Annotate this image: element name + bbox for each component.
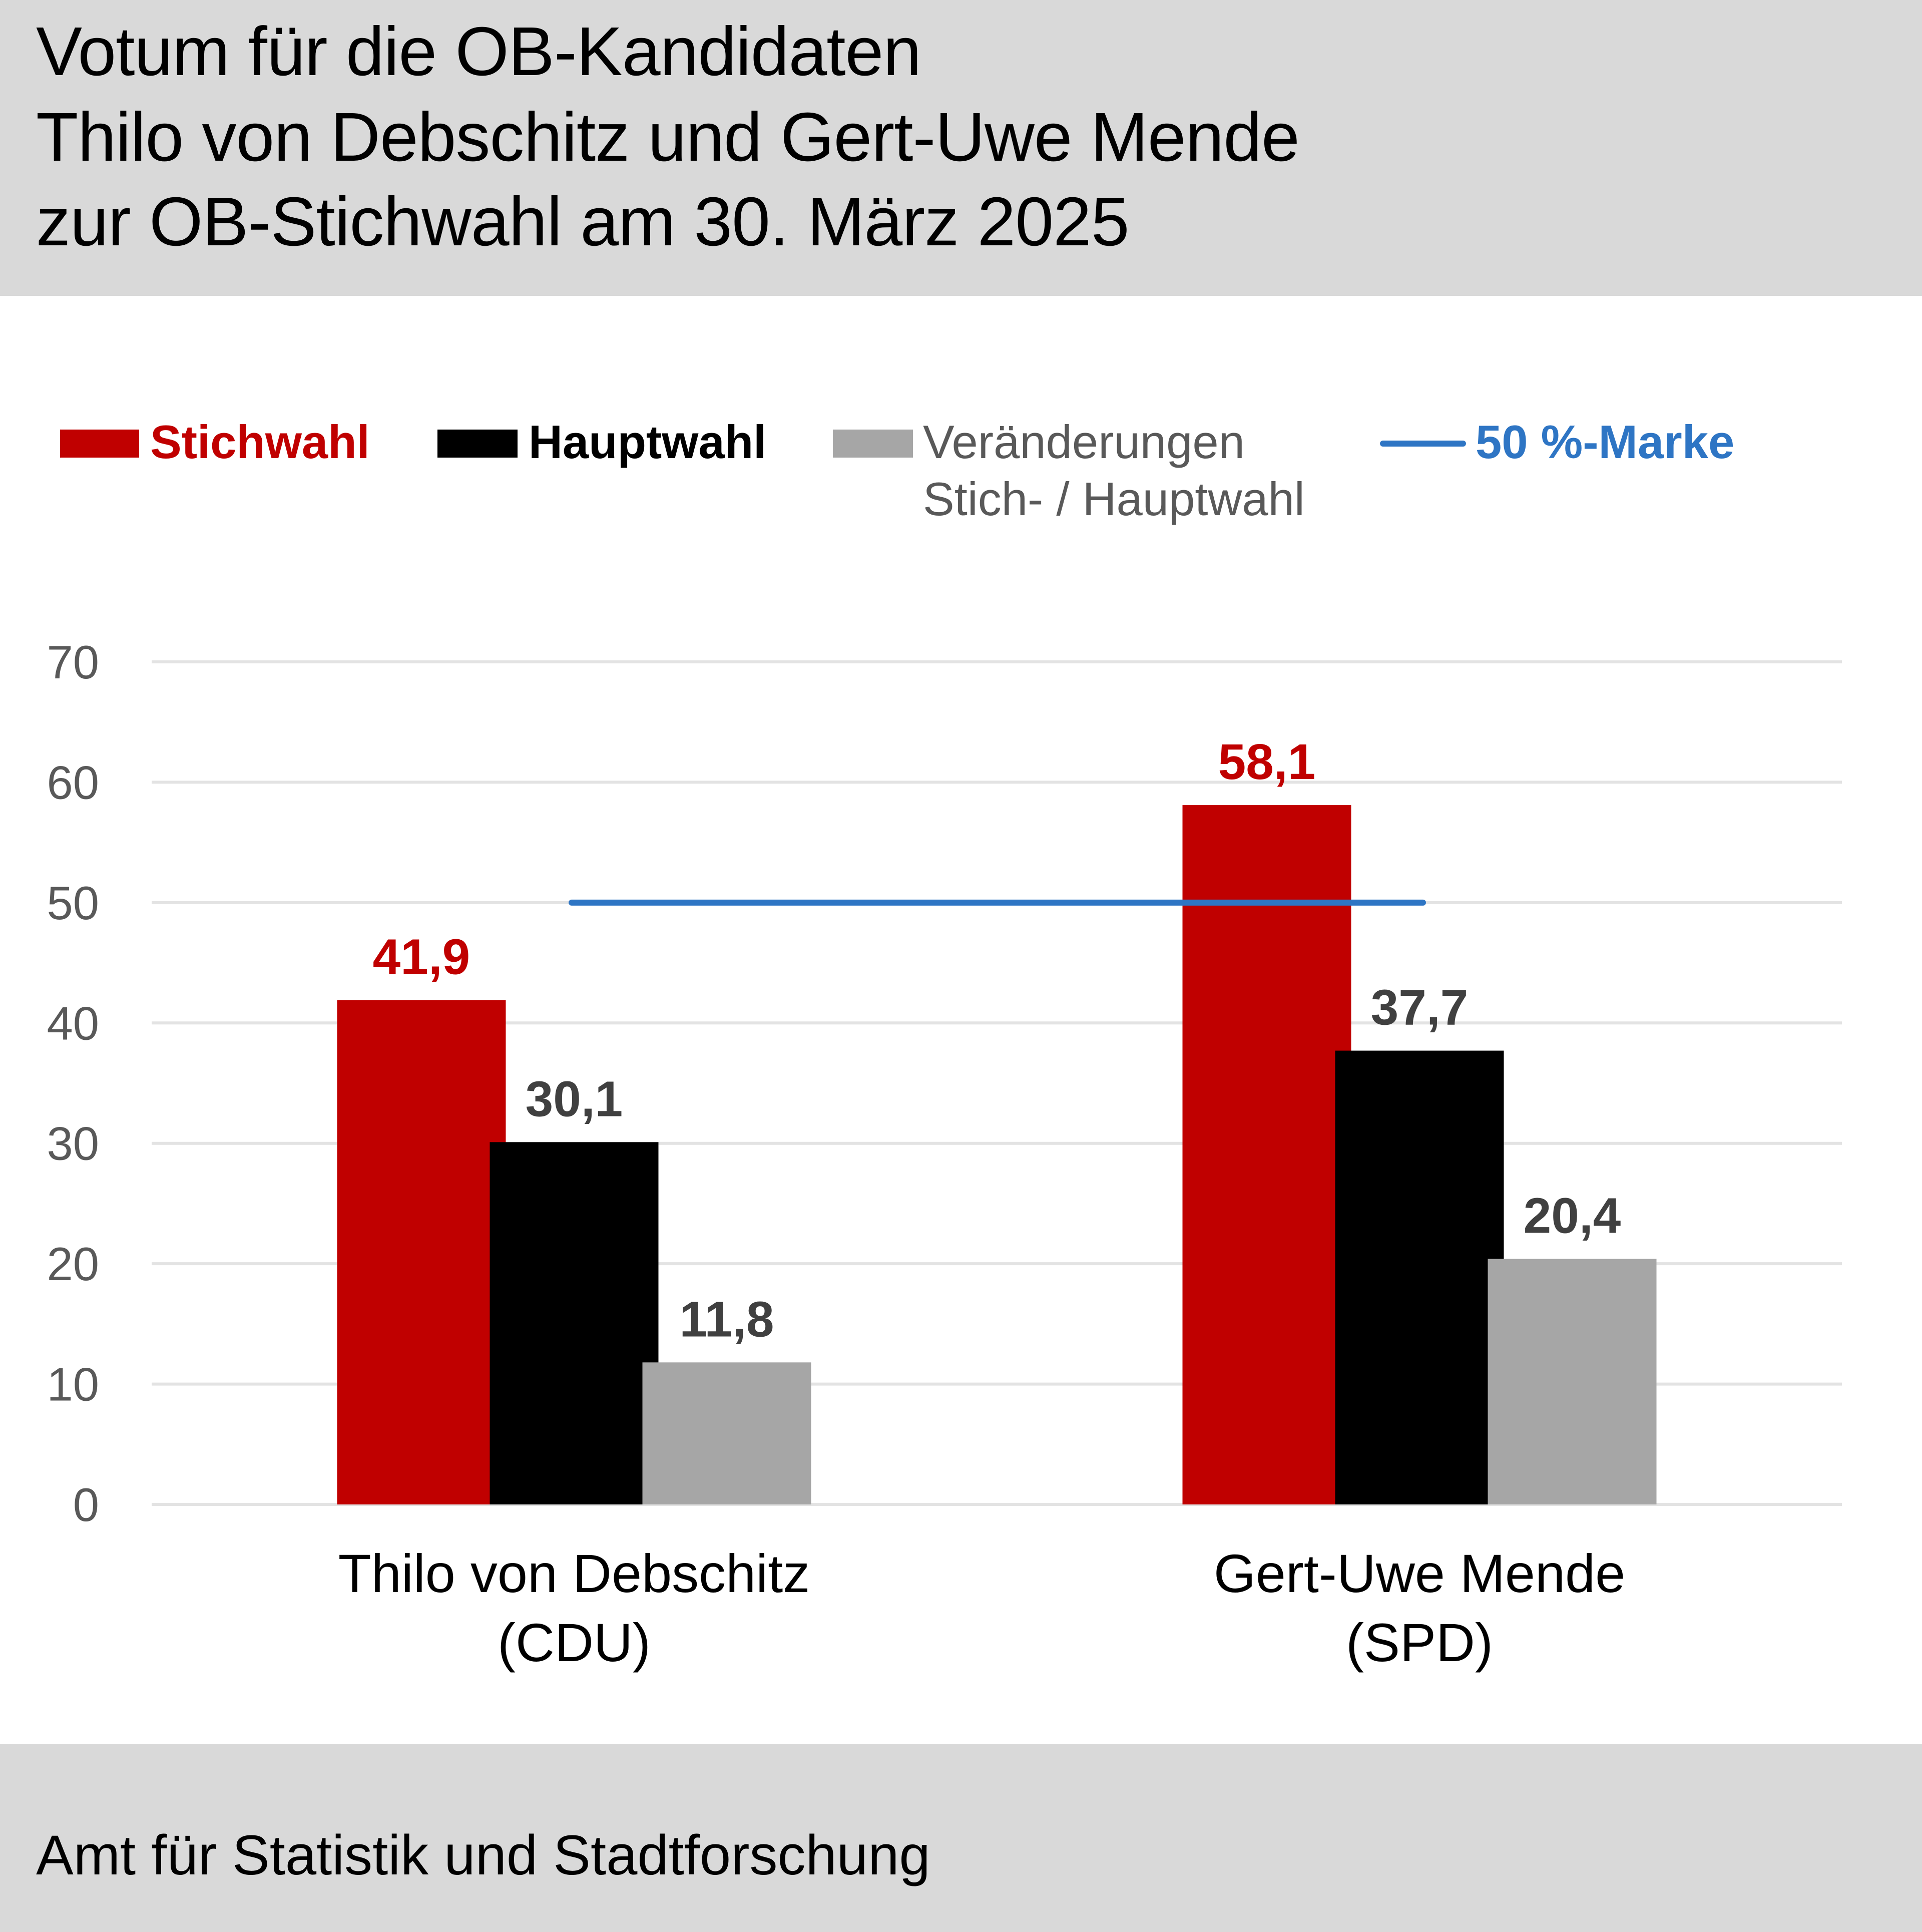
y-tick-label: 50 bbox=[47, 877, 99, 929]
x-axis-category-labels: Thilo von Debschitz (CDU) Gert-Uwe Mende (S… bbox=[338, 1543, 1625, 1673]
source-credit: Amt für Statistik und Stadtforschung bbox=[36, 1824, 930, 1886]
legend-label-hauptwahl: Hauptwahl bbox=[529, 416, 767, 468]
data-label: 41,9 bbox=[373, 929, 470, 985]
data-label: 11,8 bbox=[679, 1291, 774, 1347]
legend-label-veraenderungen-line-2: Stich- / Hauptwahl bbox=[923, 473, 1305, 525]
bar-veränderungen bbox=[1488, 1259, 1657, 1504]
data-label: 37,7 bbox=[1371, 980, 1469, 1036]
legend-label-50-marke: 50 %-Marke bbox=[1476, 416, 1735, 468]
y-tick-label: 30 bbox=[47, 1117, 99, 1170]
y-tick-label: 70 bbox=[47, 636, 99, 688]
legend-label-veraenderungen-line-1: Veränderungen bbox=[923, 416, 1245, 468]
y-tick-label: 40 bbox=[47, 997, 99, 1049]
x-category-label: (CDU) bbox=[498, 1612, 651, 1673]
legend-swatch-hauptwahl bbox=[437, 430, 518, 458]
header-banner: Votum für die OB-Kandidaten Thilo von De… bbox=[0, 0, 1922, 296]
bar-stichwahl bbox=[337, 1000, 506, 1504]
legend-label-stichwahl: Stichwahl bbox=[150, 416, 370, 468]
x-category-label: (SPD) bbox=[1346, 1612, 1493, 1673]
bar-hauptwahl bbox=[1335, 1050, 1504, 1504]
bar-veränderungen bbox=[642, 1362, 811, 1504]
bars bbox=[337, 805, 1657, 1504]
data-label: 30,1 bbox=[526, 1071, 623, 1127]
legend-line-50-marke bbox=[1380, 441, 1466, 447]
y-tick-label: 0 bbox=[73, 1478, 99, 1531]
y-axis-tick-labels: 0 10 20 30 40 50 60 70 bbox=[47, 636, 99, 1531]
legend-swatch-veraenderungen bbox=[833, 430, 913, 458]
footer-banner bbox=[0, 1744, 1922, 1932]
legend-swatch-stichwahl bbox=[60, 430, 139, 458]
x-category-label: Gert-Uwe Mende bbox=[1214, 1543, 1625, 1604]
bar-stichwahl bbox=[1182, 805, 1351, 1504]
chart-title-line-1: Votum für die OB-Kandidaten bbox=[36, 13, 921, 90]
y-tick-label: 20 bbox=[47, 1238, 99, 1290]
y-tick-label: 60 bbox=[47, 756, 99, 809]
bar-hauptwahl bbox=[490, 1142, 659, 1504]
x-category-label: Thilo von Debschitz bbox=[338, 1543, 810, 1604]
data-label: 58,1 bbox=[1218, 734, 1316, 790]
chart-title-line-3: zur OB-Stichwahl am 30. März 2025 bbox=[36, 183, 1130, 260]
chart-title-line-2: Thilo von Debschitz und Gert-Uwe Mende bbox=[36, 99, 1300, 176]
y-tick-label: 10 bbox=[47, 1358, 99, 1411]
data-label: 20,4 bbox=[1524, 1188, 1621, 1244]
data-labels: 41,9 30,1 11,8 58,1 37,7 20,4 bbox=[373, 734, 1621, 1347]
